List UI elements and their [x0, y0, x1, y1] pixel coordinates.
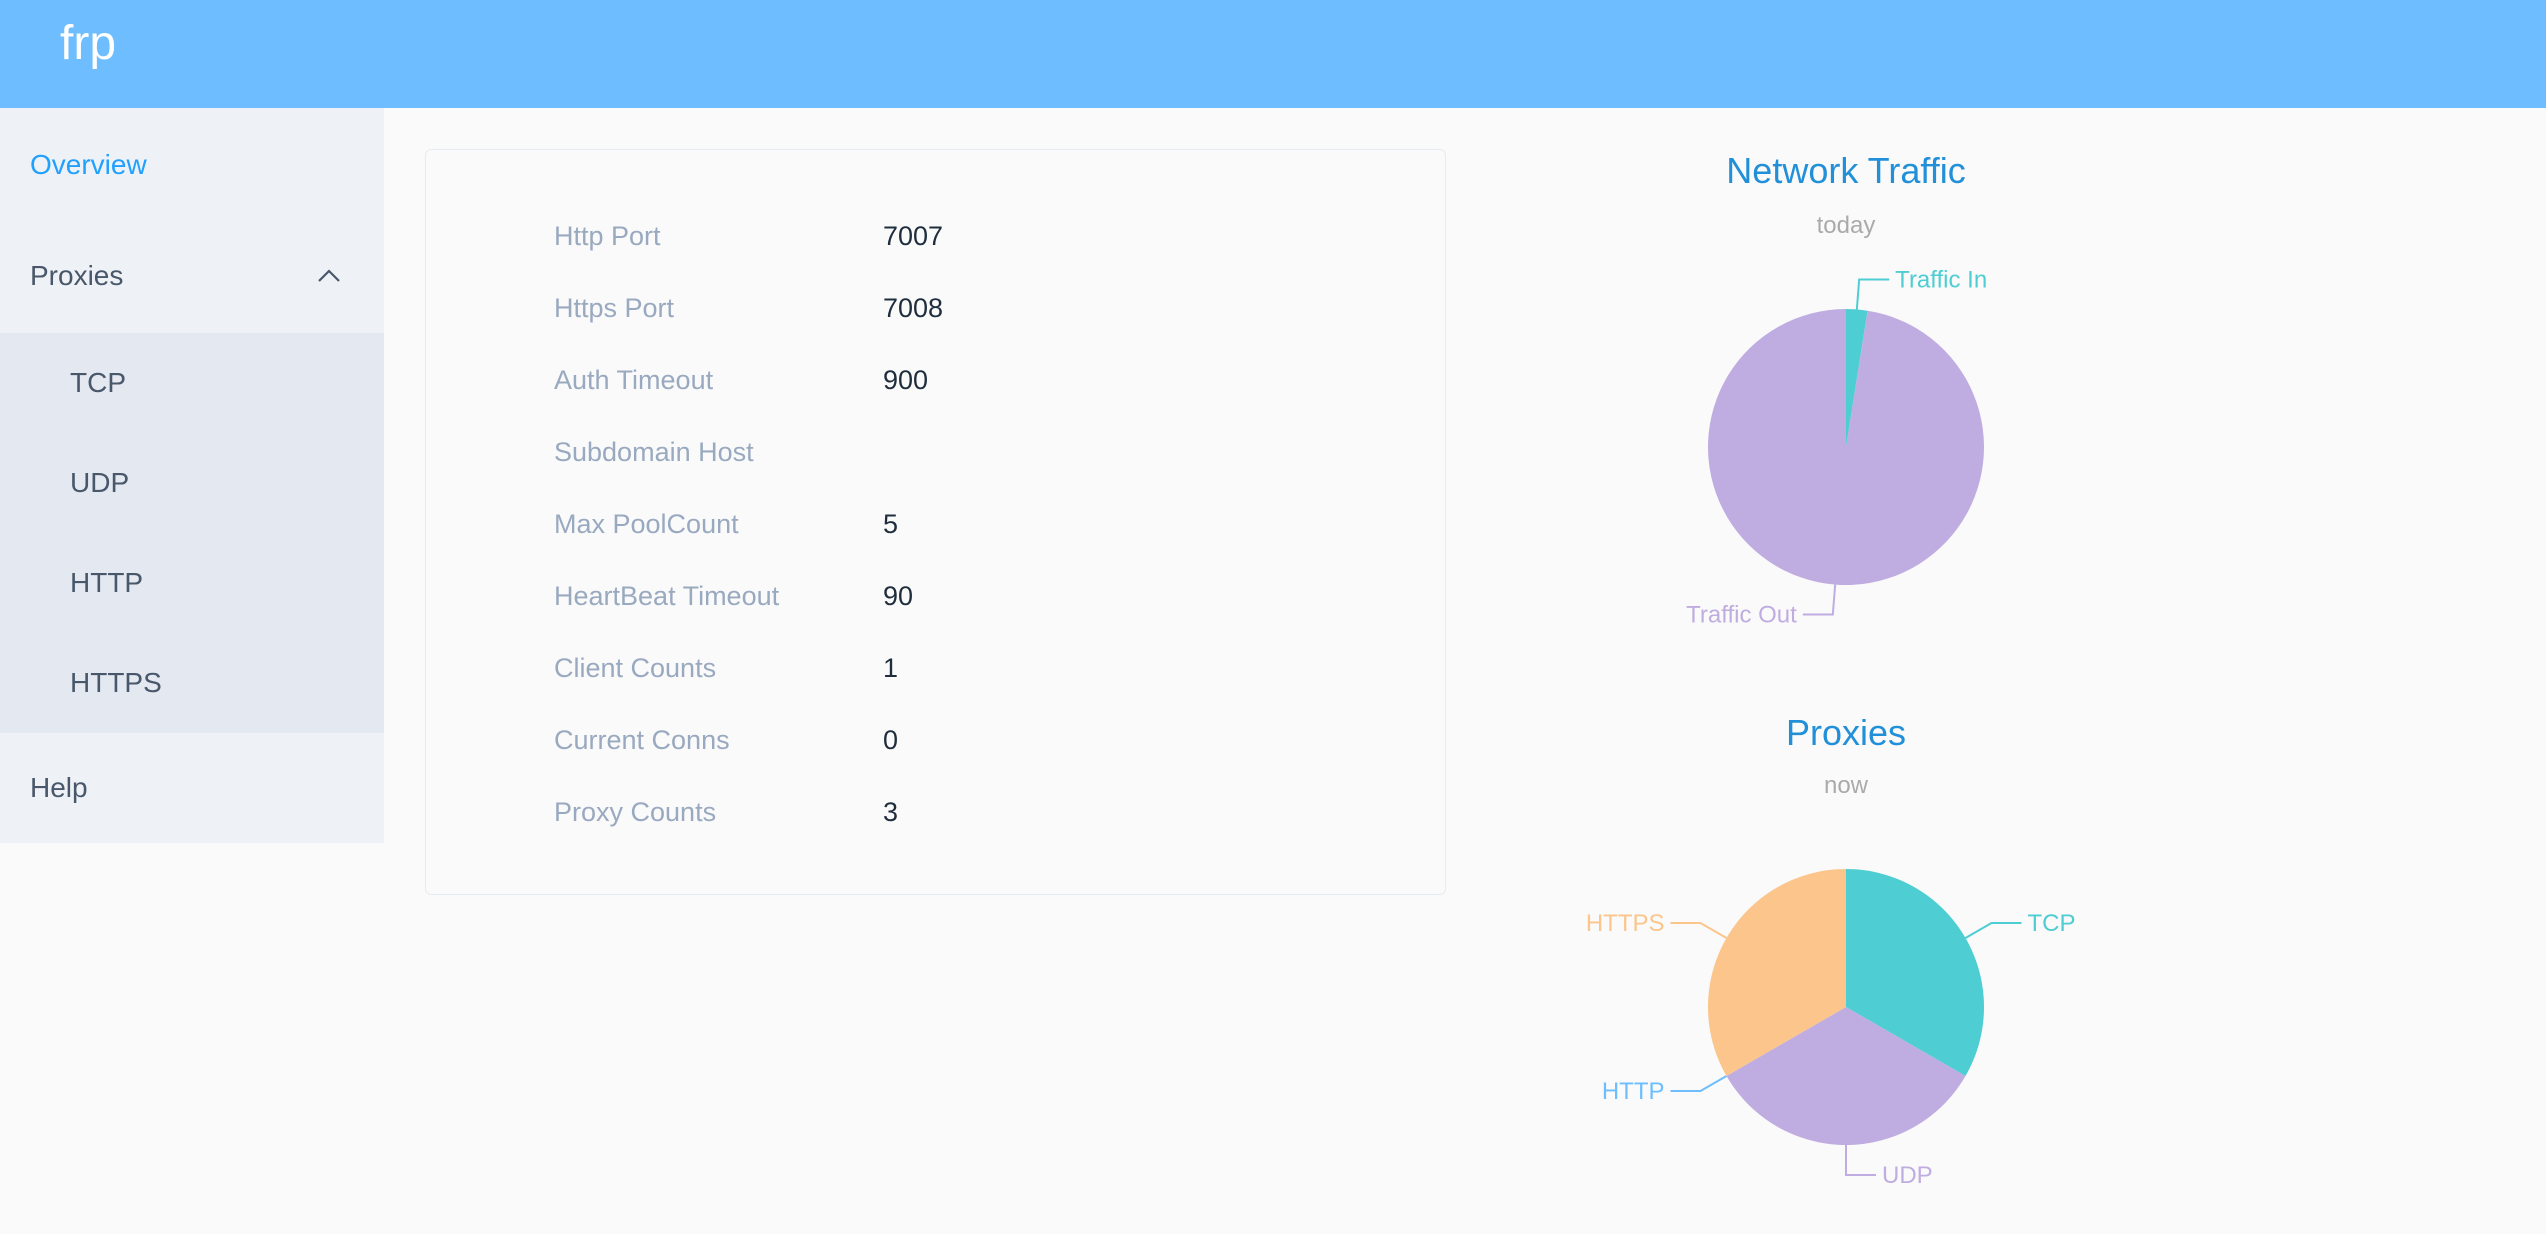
info-value: 90: [883, 581, 914, 611]
info-label: Max PoolCount: [554, 509, 739, 539]
info-row: Http Port 7007: [554, 216, 1354, 256]
sidebar-item-overview[interactable]: Overview: [30, 149, 147, 180]
info-label: Https Port: [554, 293, 675, 323]
info-row: Proxy Counts 3: [554, 792, 1354, 832]
info-label: HeartBeat Timeout: [554, 581, 780, 611]
info-label: Auth Timeout: [554, 365, 714, 395]
slice-label: HTTPS: [1586, 910, 1665, 937]
slice-label: UDP: [1882, 1162, 1933, 1189]
sidebar-item-https[interactable]: HTTPS: [70, 667, 162, 698]
top-header: frp: [0, 0, 2546, 108]
slice-label: HTTP: [1602, 1078, 1665, 1105]
slice-label: Traffic In: [1895, 267, 1987, 294]
info-value: 5: [883, 509, 899, 539]
info-value: 7007: [883, 221, 944, 251]
label-line: [1845, 1145, 1876, 1176]
traffic-chart-subtitle: today: [1816, 212, 1876, 239]
proxies-chart-title: Proxies: [1785, 712, 1907, 753]
info-label: Current Conns: [554, 725, 730, 755]
sidebar: Overview Proxies TCP UDP HTTP HTTPS Help: [0, 108, 384, 843]
info-label: Proxy Counts: [554, 797, 717, 827]
sidebar-item-tcp[interactable]: TCP: [70, 367, 126, 398]
slice-label: TCP: [2027, 910, 2075, 937]
info-value: 900: [883, 365, 929, 395]
info-row: Subdomain Host: [554, 432, 1354, 472]
info-row: HeartBeat Timeout 90: [554, 576, 1354, 616]
info-value: 0: [883, 725, 899, 755]
info-value: 3: [883, 797, 899, 827]
info-row: Client Counts 1: [554, 648, 1354, 688]
label-line: [1802, 584, 1837, 616]
proxies-chart-subtitle: now: [1823, 772, 1869, 799]
traffic-chart-title: Network Traffic: [1726, 150, 1966, 191]
info-value: 7008: [883, 293, 944, 323]
sidebar-item-http[interactable]: HTTP: [70, 567, 144, 598]
pie-slice-traffic-in[interactable]: [1846, 309, 1868, 447]
pie-slice-tcp[interactable]: [1846, 869, 1984, 1076]
info-value: 1: [883, 653, 899, 683]
traffic-pie-chart: Traffic In Traffic Out: [1686, 267, 1987, 629]
info-row: Https Port 7008: [554, 288, 1354, 328]
pie-slice-https[interactable]: [1708, 869, 1846, 1076]
info-row: Current Conns 0: [554, 720, 1354, 760]
info-row: Max PoolCount 5: [554, 504, 1354, 544]
info-label: Client Counts: [554, 653, 717, 683]
label-line: [1670, 1075, 1727, 1092]
info-label: Http Port: [554, 221, 661, 251]
chevron-up-icon: [318, 269, 340, 282]
sidebar-item-proxies[interactable]: Proxies: [0, 226, 384, 326]
server-info-card: Http Port 7007 Https Port 7008 Auth Timeout 9…: [425, 149, 1446, 895]
sidebar-item-help[interactable]: Help: [30, 772, 88, 803]
info-label: Subdomain Host: [554, 437, 754, 467]
proxies-pie-chart: TCP UDP HTTP HTTPS: [1586, 869, 2075, 1189]
info-row: Auth Timeout 900: [554, 360, 1354, 400]
pie-slice-udp[interactable]: [1726, 1007, 1966, 1145]
pie-slice-traffic-out[interactable]: [1708, 309, 1984, 585]
proxies-submenu: TCP UDP HTTP HTTPS: [0, 333, 384, 733]
sidebar-item-label: Proxies: [30, 260, 124, 291]
label-line: [1670, 922, 1727, 939]
slice-label: Traffic Out: [1686, 601, 1797, 628]
label-line: [1855, 278, 1890, 310]
sidebar-item-udp[interactable]: UDP: [70, 467, 130, 498]
app-logo: frp: [60, 17, 117, 70]
label-line: [1965, 922, 2022, 939]
